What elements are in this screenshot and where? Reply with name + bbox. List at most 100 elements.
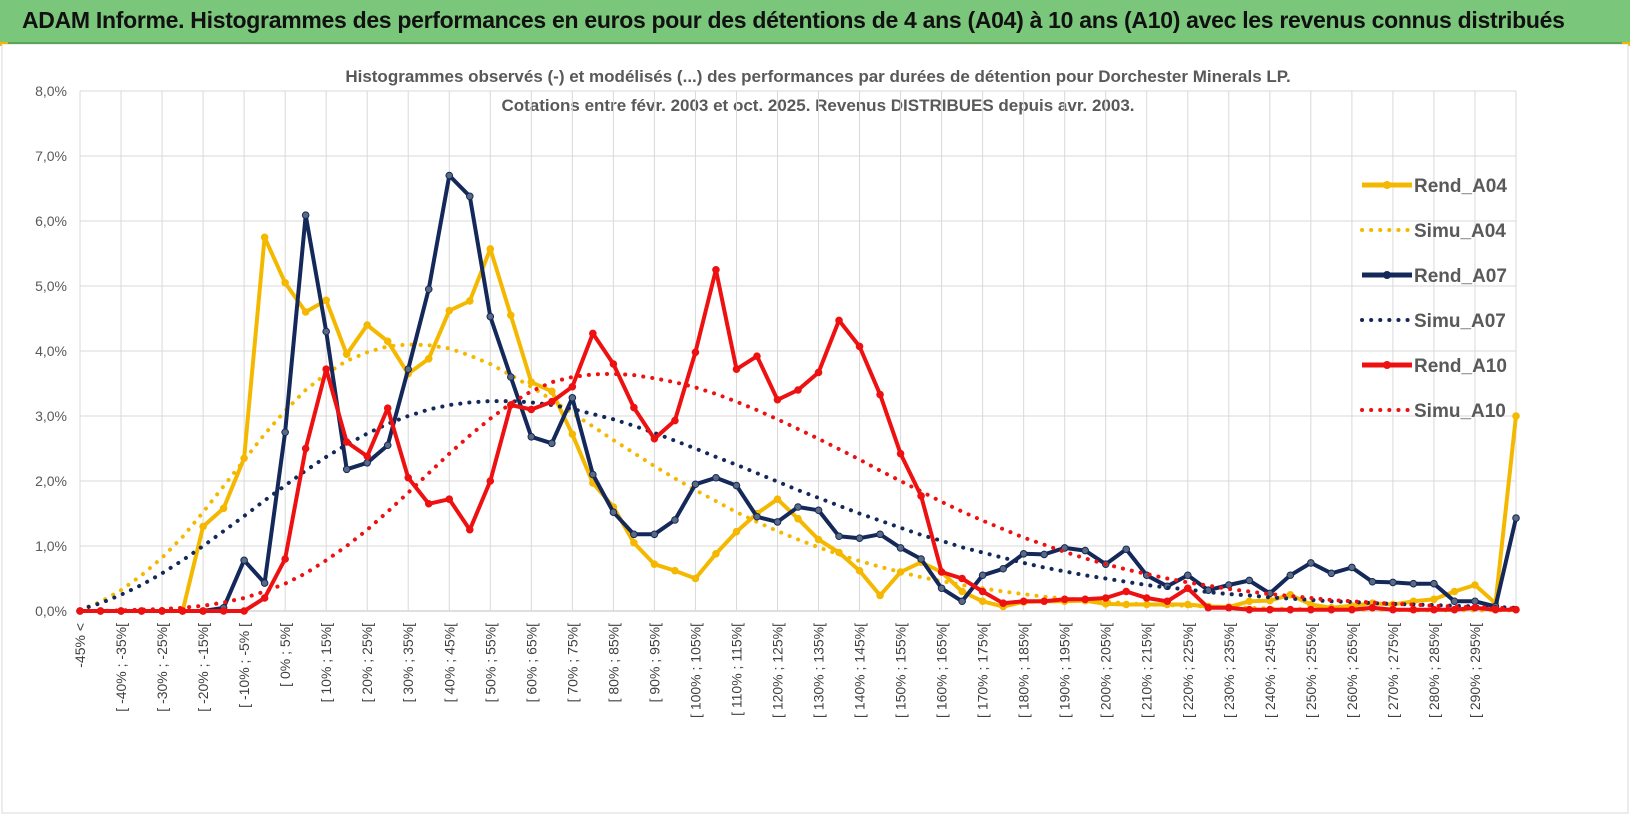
x-axis-tick-labels: -45% < [ -40% ; -35%[[ -30% ; -25%[[ -20%… — [72, 623, 1483, 718]
data-point — [1060, 595, 1069, 604]
data-point — [835, 316, 843, 325]
data-point — [117, 607, 125, 615]
x-tick-label: [ 160% ; 165%[ — [934, 623, 950, 718]
data-point — [1225, 603, 1233, 612]
data-point — [609, 508, 618, 517]
data-point — [1327, 605, 1336, 614]
data-point — [876, 530, 884, 539]
x-tick-label: [ 90% ; 95%[ — [646, 623, 662, 702]
legend-marker — [1383, 181, 1391, 189]
x-tick-label: [ 180% ; 185%[ — [1016, 623, 1032, 718]
data-point — [794, 386, 802, 394]
data-point — [445, 306, 454, 315]
data-point — [835, 532, 843, 541]
data-point — [732, 365, 741, 374]
data-point — [342, 438, 351, 446]
data-point — [896, 449, 905, 458]
data-point — [486, 312, 495, 321]
data-point — [1348, 563, 1356, 572]
data-point — [1430, 595, 1438, 604]
x-tick-label: [ 210% ; 215%[ — [1139, 623, 1155, 718]
data-point — [445, 171, 454, 180]
legend-entry-Simu_A10: Simu_A10 — [1360, 401, 1506, 422]
data-point — [1307, 559, 1315, 567]
x-tick-label: [ 70% ; 75%[ — [564, 623, 580, 702]
data-point — [1040, 550, 1048, 559]
data-point — [548, 397, 556, 406]
data-point — [342, 350, 351, 359]
data-point — [1101, 594, 1110, 602]
data-point — [342, 465, 351, 474]
data-point — [486, 245, 495, 253]
data-point — [937, 568, 946, 576]
x-tick-label: [ 100% ; 105%[ — [687, 623, 703, 718]
data-point — [1204, 603, 1213, 612]
data-point — [404, 365, 413, 374]
data-point — [1450, 597, 1459, 606]
data-point — [978, 597, 987, 606]
x-tick-label: [ 30% ; 35%[ — [400, 623, 416, 702]
data-point — [773, 395, 782, 404]
y-tick-label: 6,0% — [35, 213, 67, 229]
data-point — [1471, 597, 1479, 606]
data-point — [814, 535, 823, 544]
data-point — [219, 607, 228, 615]
data-point — [691, 480, 700, 489]
series-lines — [76, 171, 1520, 615]
data-point — [1266, 605, 1274, 614]
data-point — [1327, 569, 1336, 578]
chart-subtitle: Cotations entre févr. 2003 et oct. 2025.… — [501, 96, 1134, 115]
data-point — [404, 473, 413, 482]
x-tick-label: [ 200% ; 205%[ — [1098, 623, 1114, 718]
x-tick-label: [ -30% ; -25%[ — [154, 623, 170, 712]
x-tick-label: -45% < — [72, 623, 88, 668]
data-point — [773, 495, 782, 504]
x-tick-label: [ -10% ; -5% [ — [236, 623, 252, 708]
data-point — [999, 599, 1007, 608]
data-point — [1512, 514, 1520, 522]
data-point — [424, 285, 433, 294]
x-tick-label: [ 140% ; 145%[ — [852, 623, 868, 718]
data-point — [1368, 577, 1377, 586]
x-tick-label: [ 10% ; 15%[ — [318, 623, 334, 702]
data-point — [322, 365, 330, 374]
x-tick-label: [ 250% ; 255%[ — [1303, 623, 1319, 718]
series-Simu_A10 — [78, 371, 1518, 613]
legend-entry-Rend_A10: Rend_A10 — [1362, 356, 1507, 377]
data-point — [1245, 576, 1254, 585]
data-point — [281, 555, 289, 563]
x-tick-label: [ 270% ; 275%[ — [1385, 623, 1401, 718]
data-point — [363, 452, 372, 461]
y-tick-label: 5,0% — [35, 278, 67, 294]
data-point — [548, 387, 556, 396]
data-point — [301, 444, 310, 453]
y-tick-label: 1,0% — [35, 538, 67, 554]
data-point — [1183, 584, 1192, 593]
data-point — [322, 296, 330, 305]
data-point — [568, 430, 577, 439]
data-point — [281, 278, 289, 287]
chart-title: Histogrammes observés (-) et modélisés (… — [345, 67, 1290, 86]
data-point — [650, 434, 659, 443]
data-point — [383, 441, 392, 450]
legend-entry-Simu_A04: Simu_A04 — [1360, 221, 1506, 242]
y-tick-label: 7,0% — [35, 148, 67, 164]
data-point — [671, 566, 679, 575]
x-tick-label: [ 150% ; 155%[ — [893, 623, 909, 718]
data-point — [1307, 605, 1315, 614]
data-point — [589, 329, 597, 338]
data-point — [855, 566, 864, 575]
x-tick-label: [ 240% ; 245%[ — [1262, 623, 1278, 718]
data-point — [1409, 605, 1418, 614]
data-point — [1286, 571, 1295, 580]
data-point — [1081, 595, 1089, 604]
legend-marker — [1383, 271, 1391, 279]
x-tick-label: [ 230% ; 235%[ — [1221, 623, 1237, 718]
data-point — [260, 594, 269, 602]
data-point — [281, 428, 289, 437]
x-tick-label: [ 0% ; 5%[ — [277, 623, 293, 687]
data-point — [486, 477, 495, 485]
x-tick-label: [ 170% ; 175%[ — [975, 623, 991, 718]
data-point — [671, 516, 679, 524]
data-point — [548, 439, 556, 448]
